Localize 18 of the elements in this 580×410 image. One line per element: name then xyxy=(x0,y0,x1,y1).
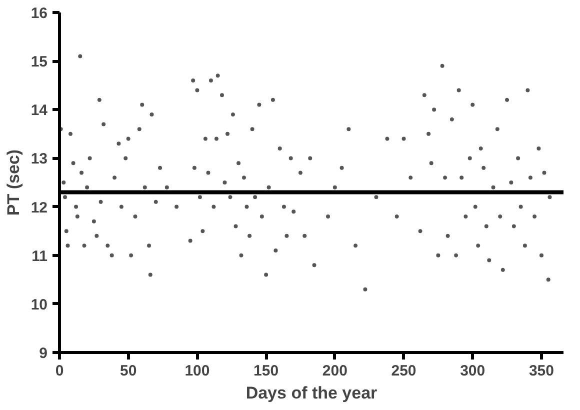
y-tick-label: 13 xyxy=(30,150,48,168)
y-tick-label: 11 xyxy=(32,248,48,265)
x-tick-label: 50 xyxy=(120,362,137,380)
y-tick-label: 12 xyxy=(30,199,48,216)
x-tick-label: 100 xyxy=(184,362,210,380)
x-tick-label: 350 xyxy=(528,362,554,380)
x-tick-label: 150 xyxy=(254,362,279,380)
y-tick-label: 14 xyxy=(30,102,48,120)
x-tick-label: 300 xyxy=(460,362,486,380)
y-tick-label: 10 xyxy=(30,296,48,314)
x-tick-label: 200 xyxy=(322,362,348,380)
y-axis-title: PT (sec) xyxy=(4,149,23,216)
y-tick-label: 9 xyxy=(39,345,48,362)
y-tick-label: 15 xyxy=(30,54,48,71)
x-axis-title: Days of the year xyxy=(246,384,378,402)
x-tick-label: 250 xyxy=(391,362,416,380)
y-tick-label: 16 xyxy=(30,5,48,22)
x-tick-label: 0 xyxy=(55,362,64,380)
